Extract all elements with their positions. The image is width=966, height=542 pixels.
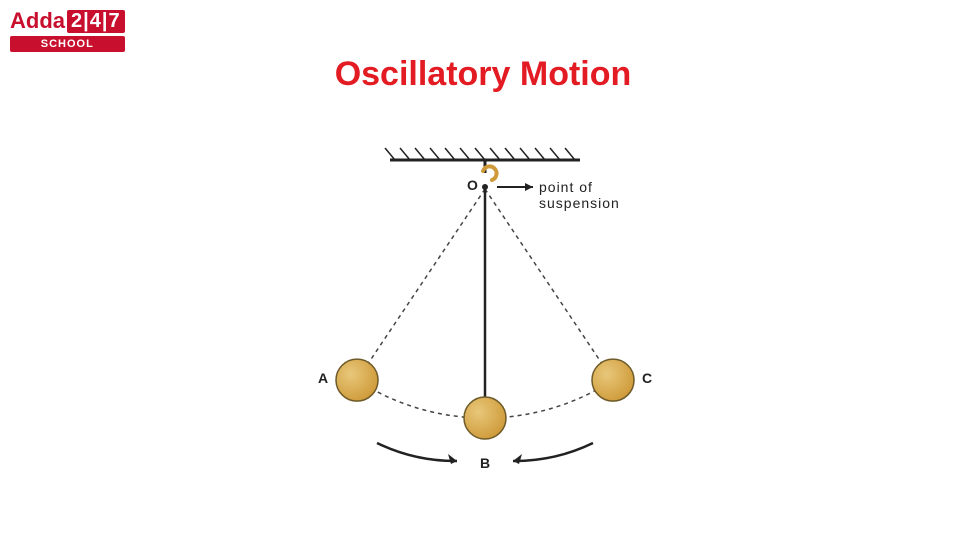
brand-logo: Adda 2|4|7 SCHOOL bbox=[10, 8, 125, 52]
label-a: A bbox=[318, 370, 328, 386]
pendulum-diagram: O point of suspension A B C bbox=[320, 145, 660, 505]
logo-adda-text: Adda bbox=[10, 8, 65, 34]
label-o: O bbox=[467, 177, 478, 193]
label-b: B bbox=[480, 455, 490, 471]
logo-top: Adda 2|4|7 bbox=[10, 8, 125, 34]
label-c: C bbox=[642, 370, 652, 386]
logo-247-badge: 2|4|7 bbox=[67, 10, 125, 33]
page-title: Oscillatory Motion bbox=[0, 55, 966, 94]
logo-school-badge: SCHOOL bbox=[10, 36, 125, 52]
suspension-label: point of suspension bbox=[539, 179, 660, 211]
